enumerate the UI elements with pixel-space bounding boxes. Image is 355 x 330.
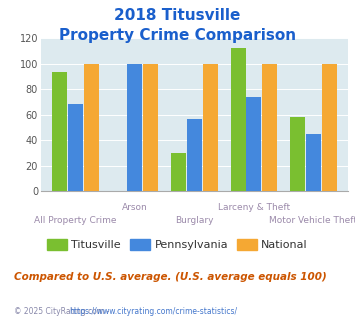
Text: All Property Crime: All Property Crime (34, 216, 116, 225)
Bar (52, 73, 67, 191)
Text: Larceny & Theft: Larceny & Theft (218, 203, 290, 212)
Text: 2018 Titusville: 2018 Titusville (114, 8, 241, 23)
Text: https://www.cityrating.com/crime-statistics/: https://www.cityrating.com/crime-statist… (69, 307, 237, 316)
Bar (68, 104, 83, 191)
Bar (84, 63, 99, 191)
Text: Compared to U.S. average. (U.S. average equals 100): Compared to U.S. average. (U.S. average … (14, 272, 327, 282)
Bar (246, 97, 261, 191)
Text: Motor Vehicle Theft: Motor Vehicle Theft (269, 216, 355, 225)
Bar (306, 134, 321, 191)
Bar (143, 63, 158, 191)
Bar (171, 153, 186, 191)
Text: Burglary: Burglary (175, 216, 214, 225)
Bar (231, 48, 246, 191)
Text: Property Crime Comparison: Property Crime Comparison (59, 28, 296, 43)
Text: © 2025 CityRating.com -: © 2025 CityRating.com - (14, 307, 112, 316)
Legend: Titusville, Pennsylvania, National: Titusville, Pennsylvania, National (43, 235, 312, 255)
Bar (203, 63, 218, 191)
Bar (187, 118, 202, 191)
Bar (290, 117, 305, 191)
Bar (322, 63, 337, 191)
Text: Arson: Arson (122, 203, 148, 212)
Bar (127, 63, 142, 191)
Bar (262, 63, 277, 191)
